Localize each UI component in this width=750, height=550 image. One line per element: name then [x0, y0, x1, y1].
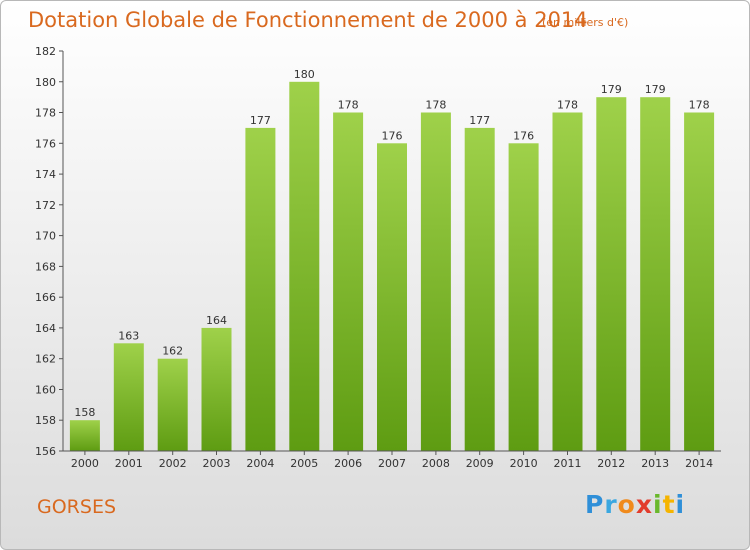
y-tick-label-182: 182 [35, 45, 56, 58]
x-tick-label-2013: 2013 [641, 457, 669, 470]
value-label-2012: 179 [601, 83, 622, 96]
bar-2005 [289, 81, 320, 452]
bars-layer: 158 163 162 164 177 180 178 176 178 177 176 178 179 1… [69, 68, 715, 452]
value-label-2003: 164 [206, 314, 227, 327]
x-tick-label-2009: 2009 [466, 457, 494, 470]
y-tick-label-174: 174 [35, 168, 56, 181]
bar-2003 [201, 327, 232, 451]
bar-2001 [113, 343, 144, 451]
y-tick-label-164: 164 [35, 322, 56, 335]
value-label-2005: 180 [294, 68, 315, 81]
x-tick-label-2012: 2012 [597, 457, 625, 470]
bar-2004 [245, 127, 276, 452]
y-tick-label-172: 172 [35, 199, 56, 212]
y-tick-label-158: 158 [35, 414, 56, 427]
value-label-2001: 163 [118, 329, 139, 342]
y-tick-label-168: 168 [35, 260, 56, 273]
y-tick-label-170: 170 [35, 230, 56, 243]
x-tick-label-2008: 2008 [422, 457, 450, 470]
bar-2000 [69, 420, 100, 451]
x-tick-label-2010: 2010 [510, 457, 538, 470]
location-name: GORSES [37, 496, 117, 518]
x-tick-label-2014: 2014 [685, 457, 713, 470]
y-tick-label-180: 180 [35, 76, 56, 89]
bar-2002 [157, 358, 188, 451]
x-tick-label-2011: 2011 [554, 457, 582, 470]
bar-2010 [508, 143, 539, 452]
y-tick-label-162: 162 [35, 353, 56, 366]
bar-2007 [377, 143, 407, 452]
value-label-2007: 176 [382, 129, 403, 142]
bar-2012 [596, 97, 627, 451]
proxiti-logo: Proxiti [585, 490, 686, 519]
bar-2009 [464, 127, 495, 452]
value-label-2010: 176 [513, 129, 534, 142]
x-tick-label-2006: 2006 [334, 457, 362, 470]
axes-layer: 2000 2001 2002 2003 2004 2005 2006 2007 2008 2009… [35, 45, 721, 470]
x-tick-label-2002: 2002 [159, 457, 187, 470]
chart-title: Dotation Globale de Fonctionnement de 20… [28, 8, 588, 32]
bar-2008 [420, 112, 451, 451]
bar-2011 [552, 112, 583, 451]
unit-note: (en milliers d'€) [542, 16, 629, 29]
value-label-2011: 178 [557, 99, 578, 112]
y-tick-label-160: 160 [35, 384, 56, 397]
x-tick-label-2001: 2001 [115, 457, 143, 470]
value-label-2000: 158 [74, 406, 95, 419]
value-label-2002: 162 [162, 345, 183, 358]
x-tick-label-2000: 2000 [71, 457, 99, 470]
y-tick-label-178: 178 [35, 107, 56, 120]
value-label-2014: 178 [689, 99, 710, 112]
bar-2006 [333, 112, 364, 451]
y-tick-label-156: 156 [35, 445, 56, 458]
value-label-2008: 178 [425, 99, 446, 112]
value-label-2009: 177 [469, 114, 490, 127]
x-tick-label-2007: 2007 [378, 457, 406, 470]
bar-2014 [684, 112, 715, 451]
y-tick-label-166: 166 [35, 291, 56, 304]
value-label-2004: 177 [250, 114, 271, 127]
value-label-2006: 178 [338, 99, 359, 112]
x-tick-label-2005: 2005 [290, 457, 318, 470]
bar-2013 [640, 97, 671, 451]
value-label-2013: 179 [645, 83, 666, 96]
x-tick-label-2004: 2004 [246, 457, 274, 470]
y-tick-label-176: 176 [35, 137, 56, 150]
x-tick-label-2003: 2003 [203, 457, 231, 470]
